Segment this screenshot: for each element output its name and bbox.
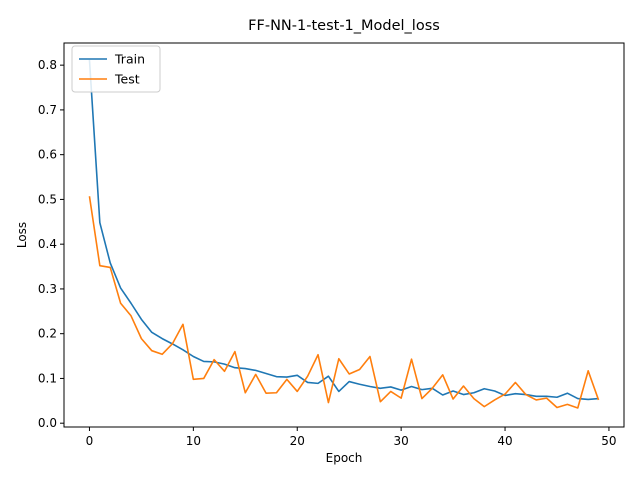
y-tick-label: 0.2 (38, 327, 57, 341)
series-layer (88, 59, 600, 409)
x-tick-label: 0 (86, 434, 94, 448)
x-tick-label: 30 (394, 434, 409, 448)
y-tick-label: 0.7 (38, 103, 57, 117)
legend: Train Test (71, 45, 161, 93)
y-tick-label: 0.0 (38, 416, 57, 430)
series-line-train (88, 59, 599, 401)
y-axis: 0.0 0.1 0.2 0.3 0.4 0.5 0.6 0.7 0.8 (38, 58, 64, 430)
x-tick-label: 10 (186, 434, 201, 448)
x-tick-label: 40 (497, 434, 512, 448)
legend-box (71, 45, 161, 93)
plot-frame (63, 42, 625, 428)
y-tick-label: 0.5 (38, 192, 57, 206)
x-axis-label: Epoch (326, 451, 363, 465)
legend-label-train: Train (114, 52, 145, 67)
x-tick-label: 20 (290, 434, 305, 448)
y-tick-label: 0.3 (38, 282, 57, 296)
y-tick-label: 0.4 (38, 237, 57, 251)
x-axis: 0 10 20 30 40 50 (86, 427, 617, 448)
y-axis-label: Loss (15, 222, 29, 248)
y-tick-label: 0.8 (38, 58, 57, 72)
y-tick-label: 0.1 (38, 371, 57, 385)
legend-label-test: Test (114, 72, 140, 87)
y-tick-label: 0.6 (38, 148, 57, 162)
chart-title: FF-NN-1-test-1_Model_loss (248, 18, 440, 34)
x-tick-label: 50 (601, 434, 616, 448)
series-line-test (88, 196, 600, 409)
